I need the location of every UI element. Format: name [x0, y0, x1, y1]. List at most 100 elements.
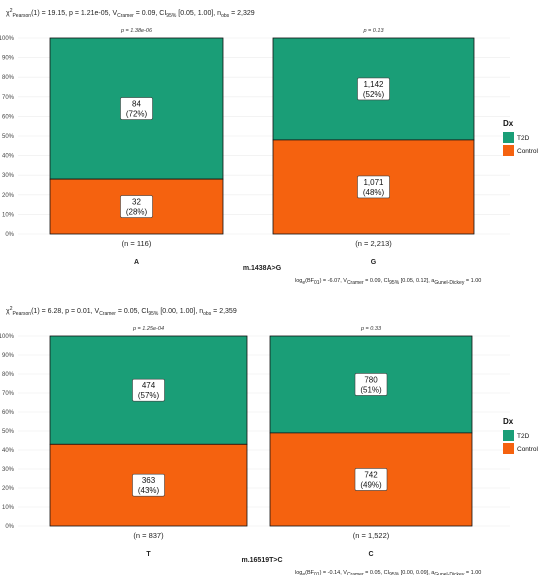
y-tick-label: 30%	[2, 467, 15, 473]
y-tick-label: 10%	[2, 212, 15, 218]
y-tick-label: 10%	[2, 505, 15, 511]
y-tick-label: 100%	[0, 334, 15, 340]
p-value: p = 0.01,	[65, 308, 94, 315]
data-label-percent: (51%)	[360, 385, 382, 394]
data-label-count: 84	[132, 100, 141, 109]
p-label: p = 1.38e-06	[120, 28, 153, 34]
y-tick-label: 0%	[5, 524, 14, 530]
data-label-box	[132, 378, 165, 402]
y-tick-label: 60%	[2, 410, 15, 416]
legend-title: Dx	[503, 119, 514, 128]
data-label-percent: (72%)	[126, 110, 148, 119]
y-tick-label: 80%	[2, 372, 15, 378]
n-label: (n = 2,213)	[355, 239, 392, 248]
p-label: p = 0.13	[362, 28, 384, 34]
data-label-box	[354, 468, 388, 491]
legend-swatch-t2d	[503, 430, 514, 441]
bf-ci-value: [0.00, 0.09], a	[399, 570, 435, 575]
bf-value: ) = -0.14, V	[320, 570, 348, 575]
y-tick-label: 90%	[2, 56, 15, 62]
posterior-value: = 0.09, CI	[364, 278, 390, 284]
y-tick-label: 70%	[2, 391, 15, 397]
legend-label-t2d: T2D	[517, 135, 530, 142]
data-label-percent: (43%)	[138, 486, 160, 495]
stat-value: (1) = 6.28,	[31, 308, 65, 315]
y-tick-label: 0%	[5, 232, 14, 238]
data-label-percent: (48%)	[363, 188, 385, 197]
y-tick-label: 70%	[2, 95, 15, 101]
legend-label-control: Control	[517, 446, 539, 453]
stats-header: χ2Pearson(1) = 19.15, p = 1.21e-05, VCra…	[6, 8, 255, 19]
nobs-value: = 2,359	[211, 308, 237, 315]
ci-value: [0.05, 1.00], n	[176, 10, 221, 17]
bf-ci-value: [0.05, 0.12], a	[399, 278, 435, 284]
y-tick-label: 90%	[2, 353, 15, 359]
stat-value: (1) = 19.15,	[31, 10, 69, 17]
cramer-value: = 0.09, CI	[134, 10, 167, 17]
ci-value: [0.00, 1.00], n	[158, 308, 203, 315]
y-tick-label: 100%	[0, 36, 15, 42]
x-axis-title: m.1438A>G	[243, 265, 282, 272]
bayes-footer: loge(BF01) = -0.14, VCramer = 0.05, CI95…	[295, 570, 481, 575]
stats-header: χ2Pearson(1) = 6.28, p = 0.01, VCramer =…	[6, 306, 237, 317]
concentration-value: = 1.00	[464, 570, 481, 575]
x-tick-label: T	[146, 551, 151, 558]
data-label-count: 742	[364, 470, 378, 479]
y-tick-label: 20%	[2, 193, 15, 199]
chi-symbol: χ	[6, 10, 10, 17]
legend-label-control: Control	[517, 148, 539, 155]
n-label: (n = 116)	[122, 239, 152, 248]
n-label: (n = 837)	[133, 531, 164, 540]
n-label: (n = 1,522)	[353, 531, 390, 540]
x-tick-label: A	[134, 259, 139, 266]
chart-panel-1: χ2Pearson(1) = 19.15, p = 1.21e-05, VCra…	[0, 8, 539, 286]
data-label-percent: (57%)	[138, 391, 160, 400]
data-label-count: 474	[142, 381, 156, 390]
y-tick-label: 60%	[2, 114, 15, 120]
p-value: p = 1.21e-05,	[69, 10, 112, 17]
data-label-box	[357, 175, 390, 199]
data-label-count: 363	[142, 476, 156, 485]
data-label-percent: (52%)	[363, 90, 385, 99]
data-label-percent: (49%)	[360, 480, 382, 489]
bar-control-T	[49, 443, 248, 527]
y-tick-label: 40%	[2, 448, 15, 454]
chi-symbol: χ	[6, 308, 10, 315]
p-label: p = 0.33	[360, 326, 382, 332]
p-label: p = 1.25e-04	[132, 326, 164, 332]
legend-swatch-control	[503, 145, 514, 156]
data-label-count: 32	[132, 198, 141, 207]
y-tick-label: 50%	[2, 429, 15, 435]
nobs-value: = 2,329	[229, 10, 255, 17]
y-tick-label: 40%	[2, 154, 15, 160]
legend-title: Dx	[503, 417, 514, 426]
posterior-value: = 0.05, CI	[364, 570, 390, 575]
legend-swatch-control	[503, 443, 514, 454]
data-label-box	[120, 97, 153, 120]
data-label-percent: (28%)	[126, 208, 148, 217]
x-tick-label: G	[371, 259, 377, 266]
cramer-value: = 0.05, CI	[116, 308, 149, 315]
data-label-box	[354, 373, 388, 396]
y-tick-label: 20%	[2, 486, 15, 492]
data-label-box	[120, 195, 153, 218]
chart-panel-2: χ2Pearson(1) = 6.28, p = 0.01, VCramer =…	[0, 306, 539, 575]
data-label-count: 1,142	[363, 80, 384, 89]
y-tick-label: 50%	[2, 134, 15, 140]
data-label-box	[357, 77, 390, 101]
data-label-count: 780	[364, 375, 378, 384]
x-axis-title: m.16519T>C	[241, 557, 282, 564]
y-tick-label: 30%	[2, 173, 15, 179]
bayes-footer: loge(BF01) = -6.07, VCramer = 0.09, CI95…	[295, 278, 481, 286]
legend-label-t2d: T2D	[517, 433, 530, 440]
bf-value: ) = -6.07, V	[320, 278, 348, 284]
data-label-box	[132, 473, 165, 497]
concentration-value: = 1.00	[464, 278, 481, 284]
legend-swatch-t2d	[503, 132, 514, 143]
data-label-count: 1,071	[363, 178, 384, 187]
x-tick-label: C	[368, 551, 373, 558]
y-tick-label: 80%	[2, 75, 15, 81]
